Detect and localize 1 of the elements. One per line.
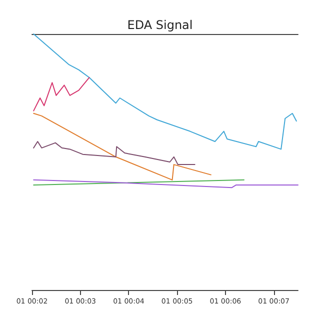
chart-title: EDA Signal — [127, 18, 193, 32]
